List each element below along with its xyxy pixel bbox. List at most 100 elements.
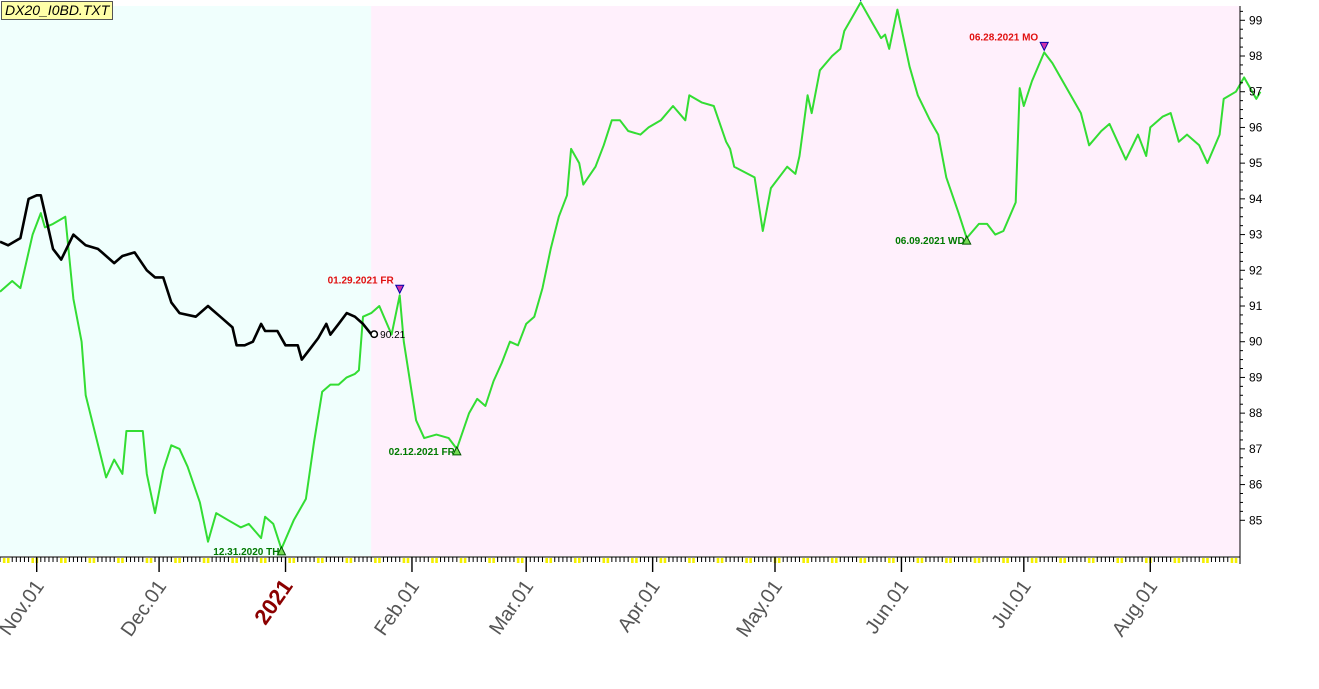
last-value-marker xyxy=(370,330,379,339)
x-weekend-marker xyxy=(178,558,181,563)
series-line-0 xyxy=(0,1,1262,550)
x-weekend-marker xyxy=(1030,558,1034,563)
x-tick-label-3: Feb.01 xyxy=(370,576,424,640)
x-weekend-marker xyxy=(1063,558,1067,563)
x-weekend-marker xyxy=(316,558,320,563)
annotations-layer: 12.31.2020 TH 01.29.2021 FR 02.12.2021 FR 0… xyxy=(213,0,1050,558)
x-weekend-marker xyxy=(259,558,263,563)
low-marker-0 xyxy=(276,545,287,556)
x-weekend-marker xyxy=(121,558,124,563)
x-weekend-marker xyxy=(945,558,948,563)
x-weekend-marker xyxy=(1034,558,1038,563)
x-weekend-marker xyxy=(949,558,952,563)
x-weekend-marker xyxy=(1002,558,1005,563)
x-weekend-marker xyxy=(834,558,838,563)
file-name-label: DX20_I0BD.TXT xyxy=(1,1,114,20)
x-weekend-marker xyxy=(573,558,577,563)
x-weekend-marker xyxy=(88,558,92,563)
x-weekend-marker xyxy=(830,558,834,563)
x-weekend-marker xyxy=(488,558,491,563)
x-weekend-marker xyxy=(602,558,606,563)
x-weekend-marker xyxy=(492,558,495,563)
x-weekend-marker xyxy=(1206,558,1209,563)
x-weekend-marker xyxy=(59,558,63,563)
x-weekend-marker xyxy=(1116,558,1120,563)
x-weekend-marker xyxy=(374,558,377,563)
x-tick-label-1: Dec.01 xyxy=(117,576,171,641)
x-weekend-marker xyxy=(1173,558,1177,563)
x-weekend-marker xyxy=(806,558,810,563)
x-weekend-marker xyxy=(292,558,296,563)
y-tick-label-96: 96 xyxy=(1249,120,1263,134)
x-tick-label-9: Aug.01 xyxy=(1108,576,1162,641)
x-weekend-marker xyxy=(1006,558,1009,563)
y-tick-label-90: 90 xyxy=(1249,335,1263,349)
background-region-1 xyxy=(371,6,1240,556)
series-line-1 xyxy=(0,194,373,361)
x-weekend-marker xyxy=(606,558,610,563)
x-weekend-marker xyxy=(378,558,381,563)
x-weekend-marker xyxy=(859,558,863,563)
x-weekend-marker xyxy=(2,558,6,563)
x-axis: Nov.01 Dec.01 2021 Feb.01 Mar.01 Apr.01 May.01… xyxy=(0,556,1241,641)
x-weekend-marker xyxy=(631,558,634,563)
x-weekend-marker xyxy=(1234,558,1238,563)
x-weekend-marker xyxy=(402,558,406,563)
x-weekend-marker xyxy=(716,558,720,563)
y-tick-label-92: 92 xyxy=(1249,263,1263,277)
x-weekend-marker xyxy=(516,558,520,563)
x-weekend-marker xyxy=(1144,558,1148,563)
x-weekend-marker xyxy=(463,558,467,563)
x-weekend-marker xyxy=(916,558,920,563)
y-tick-label-93: 93 xyxy=(1249,228,1263,242)
x-weekend-marker xyxy=(863,558,867,563)
high-marker-5 xyxy=(1039,41,1050,52)
x-weekend-marker xyxy=(720,558,724,563)
x-weekend-marker xyxy=(1120,558,1124,563)
x-weekend-marker xyxy=(149,558,153,563)
low-marker-4 xyxy=(961,235,972,245)
x-weekend-marker xyxy=(545,558,548,563)
x-weekend-marker xyxy=(263,558,267,563)
low-annotation-2: 02.12.2021 FR xyxy=(389,447,456,458)
x-tick-label-5: Apr.01 xyxy=(614,576,665,636)
x-weekend-marker xyxy=(6,558,10,563)
x-weekend-marker xyxy=(174,558,177,563)
x-weekend-marker xyxy=(435,558,438,563)
last-value-label: 90.21 xyxy=(380,330,405,341)
y-tick-label-98: 98 xyxy=(1249,49,1263,63)
y-tick-label-91: 91 xyxy=(1249,299,1263,313)
x-weekend-marker xyxy=(431,558,434,563)
x-weekend-marker xyxy=(64,558,67,563)
y-tick-label-94: 94 xyxy=(1249,192,1263,206)
x-tick-label-0: Nov.01 xyxy=(0,576,49,639)
background-region-0 xyxy=(0,6,372,556)
x-weekend-marker xyxy=(549,558,553,563)
x-weekend-marker xyxy=(206,558,210,563)
low-annotation-0: 12.31.2020 TH xyxy=(213,547,279,558)
high-marker-1 xyxy=(394,284,405,295)
x-weekend-marker xyxy=(1177,558,1181,563)
x-weekend-marker xyxy=(235,558,238,563)
x-weekend-marker xyxy=(692,558,695,563)
y-tick-label-99: 99 xyxy=(1249,13,1263,27)
low-annotation-4: 06.09.2021 WD xyxy=(895,236,965,247)
x-weekend-marker xyxy=(406,558,410,563)
high-annotation-1: 01.29.2021 FR xyxy=(328,275,395,286)
y-tick-label-87: 87 xyxy=(1249,442,1263,456)
low-marker-2 xyxy=(452,445,462,456)
x-weekend-marker xyxy=(520,558,524,563)
x-weekend-marker xyxy=(345,558,349,563)
y-tick-label-85: 85 xyxy=(1249,513,1263,527)
x-weekend-marker xyxy=(231,558,234,563)
background-regions xyxy=(0,6,1240,556)
x-weekend-marker xyxy=(202,558,206,563)
x-weekend-marker xyxy=(1087,558,1091,563)
x-weekend-marker xyxy=(745,558,748,563)
y-tick-label-86: 86 xyxy=(1249,478,1263,492)
x-weekend-marker xyxy=(92,558,96,563)
x-weekend-marker xyxy=(1059,558,1062,563)
x-weekend-marker xyxy=(635,558,638,563)
series-layer: 90.21 xyxy=(0,1,1262,550)
